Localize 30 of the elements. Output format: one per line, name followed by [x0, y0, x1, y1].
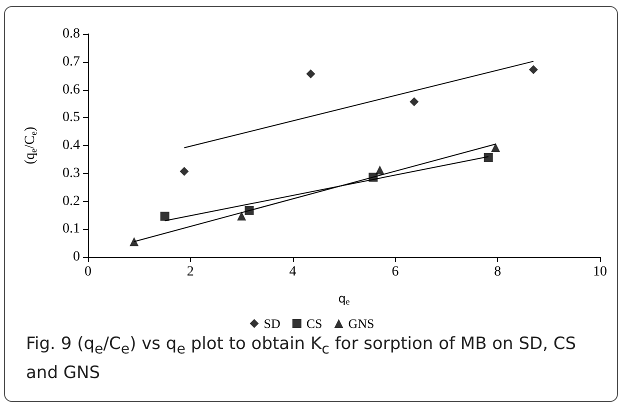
point — [528, 65, 538, 74]
y-tick-label: 0.7 — [62, 54, 80, 70]
point — [410, 97, 419, 106]
point — [306, 69, 316, 78]
y-tick-label: 0.5 — [62, 110, 80, 126]
x-tick-label: 10 — [593, 264, 607, 280]
text: Fig. 9 (q$_{e}$/C$_{e}$) vs q$_{e}$ plot to obtain K$_{c}$ for sorption of MB on SD, CS and GNS — [26, 334, 576, 384]
y-tick-label: 0.3 — [62, 166, 80, 181]
point — [491, 142, 500, 152]
x-tick-label: 8 — [494, 264, 502, 280]
x-tick-label: 0 — [84, 264, 92, 280]
legend-label: GNS — [348, 316, 374, 331]
y-tick-label: 0.8 — [62, 26, 80, 42]
point — [130, 237, 139, 246]
point — [484, 152, 493, 162]
y-tick-label: 0.1 — [62, 222, 80, 237]
point — [160, 212, 170, 221]
point — [375, 166, 384, 175]
y-tick-label: 0.6 — [62, 82, 80, 98]
x-tick-label: 6 — [392, 264, 399, 280]
x-tick-label: 4 — [289, 264, 296, 280]
legend-label: CS — [306, 316, 322, 331]
legend-label: SD — [264, 316, 280, 331]
point — [237, 212, 246, 221]
y-tick-label: 0.4 — [62, 138, 80, 153]
y-tick-label: 0.2 — [62, 194, 80, 209]
x-tick-label: 2 — [186, 264, 194, 280]
y-axis-title: (qe/Ce) — [23, 126, 38, 164]
y-tick-label: 0 — [73, 250, 80, 264]
point — [180, 166, 189, 176]
